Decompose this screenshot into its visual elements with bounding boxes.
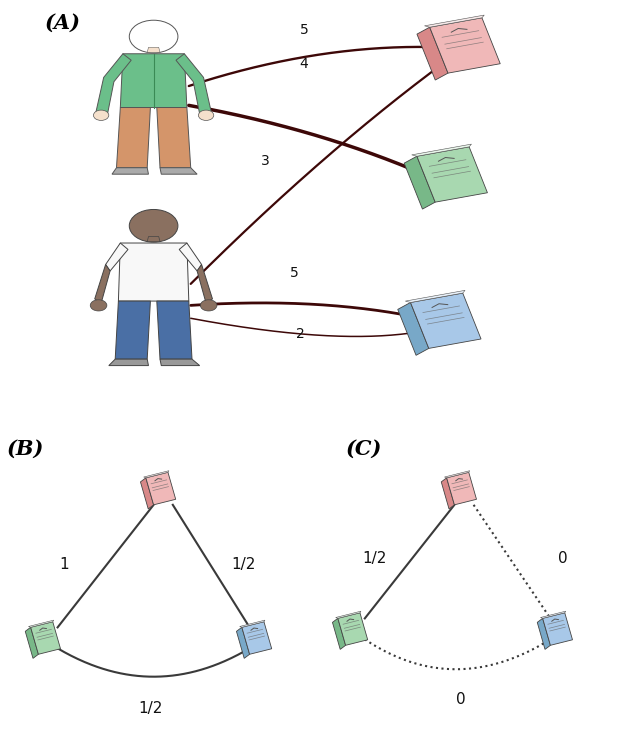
Polygon shape [106,243,128,271]
Polygon shape [412,144,472,156]
Polygon shape [115,301,150,359]
Polygon shape [160,359,200,366]
Text: (C): (C) [346,439,382,459]
Text: 0: 0 [456,692,466,706]
Text: 4: 4 [300,57,308,71]
Polygon shape [157,108,191,168]
Circle shape [198,110,214,120]
Polygon shape [424,15,484,27]
Text: 2: 2 [296,327,305,340]
Polygon shape [28,620,54,627]
Polygon shape [146,472,176,505]
Polygon shape [404,156,435,209]
Polygon shape [157,301,192,359]
Polygon shape [540,611,566,618]
Polygon shape [410,293,481,348]
Polygon shape [120,54,187,108]
Text: (B): (B) [6,439,44,459]
Text: 1/2: 1/2 [362,551,387,566]
Circle shape [93,110,109,120]
Polygon shape [96,54,131,114]
Polygon shape [417,147,488,202]
Polygon shape [444,471,470,477]
Polygon shape [160,168,197,174]
Text: 1: 1 [59,557,69,572]
Polygon shape [332,618,346,650]
Polygon shape [397,303,429,355]
Polygon shape [338,613,368,645]
Polygon shape [242,622,272,655]
Text: 3: 3 [261,154,270,168]
Polygon shape [179,243,202,271]
Text: 5: 5 [300,23,308,36]
Polygon shape [109,359,148,366]
Circle shape [90,300,107,311]
Polygon shape [405,290,465,303]
Polygon shape [116,108,150,168]
Text: (A): (A) [45,13,81,33]
Circle shape [129,20,178,53]
Polygon shape [335,611,361,618]
Polygon shape [447,472,477,505]
Text: 5: 5 [290,265,299,280]
Polygon shape [176,54,211,114]
Circle shape [129,209,178,242]
Polygon shape [417,27,448,80]
Polygon shape [112,168,148,174]
Polygon shape [441,477,454,509]
Polygon shape [543,613,573,645]
Polygon shape [236,627,250,658]
Text: 1/2: 1/2 [231,557,255,572]
Text: 1/2: 1/2 [138,701,163,716]
Polygon shape [429,17,500,73]
Polygon shape [197,265,212,303]
Polygon shape [118,243,189,301]
Polygon shape [537,618,550,650]
Polygon shape [143,471,169,477]
Text: 0: 0 [558,551,568,566]
Polygon shape [147,47,160,52]
Polygon shape [31,622,61,655]
Polygon shape [140,477,154,509]
Polygon shape [239,620,265,627]
Circle shape [200,300,217,311]
Polygon shape [147,236,160,242]
Polygon shape [25,627,38,658]
Polygon shape [95,265,110,303]
